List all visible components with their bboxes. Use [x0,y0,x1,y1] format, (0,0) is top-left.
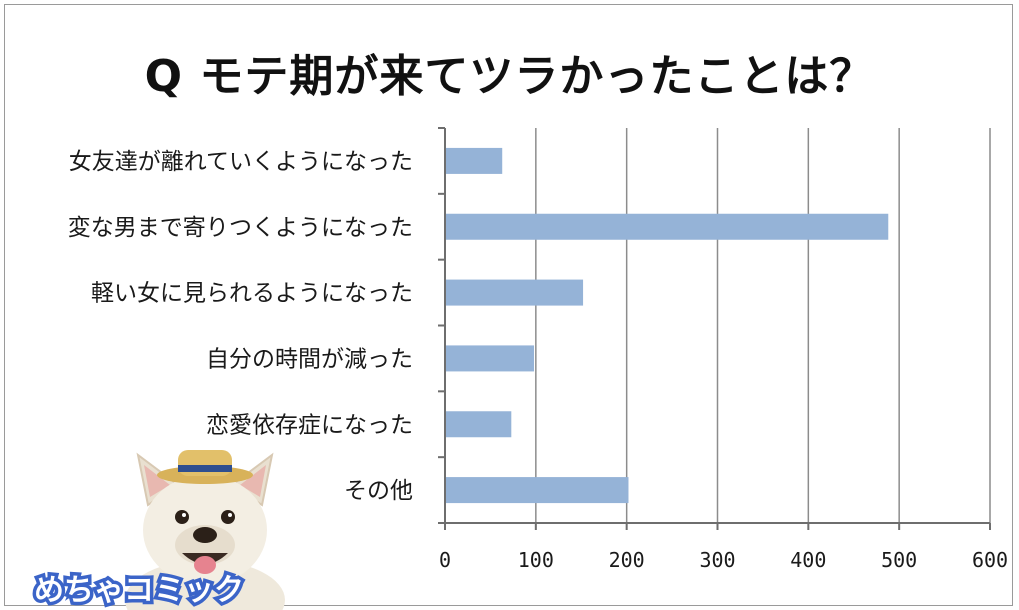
category-label-0: 女友達が離れていくようになった [69,149,413,175]
bar-5 [445,477,629,504]
x-tick-label-600: 600 [972,548,1008,572]
category-label-4: 恋愛依存症になった [206,412,413,438]
bulldog-mascot-icon [125,450,285,610]
x-tick-label-200: 200 [609,548,645,572]
bar-1 [445,213,889,240]
category-label-2: 軽い女に見られるようになった [91,281,413,307]
x-tick-label-400: 400 [790,548,826,572]
bar-2 [445,279,584,306]
x-tick-label-0: 0 [439,548,451,572]
x-tick-label-300: 300 [699,548,735,572]
bar-3 [445,345,535,372]
chart-title: Q モテ期が来てツラかったことは？ [144,51,875,102]
logo-text: めちゃコミック [34,573,244,608]
category-label-5: その他 [344,478,413,504]
category-label-3: 自分の時間が減った [206,346,413,372]
bar-4 [445,411,512,438]
bar-0 [445,147,503,174]
category-label-1: 変な男まで寄りつくようになった [68,215,413,241]
logo: めちゃコミック [31,570,248,610]
x-tick-label-500: 500 [881,548,917,572]
x-tick-label-100: 100 [518,548,554,572]
